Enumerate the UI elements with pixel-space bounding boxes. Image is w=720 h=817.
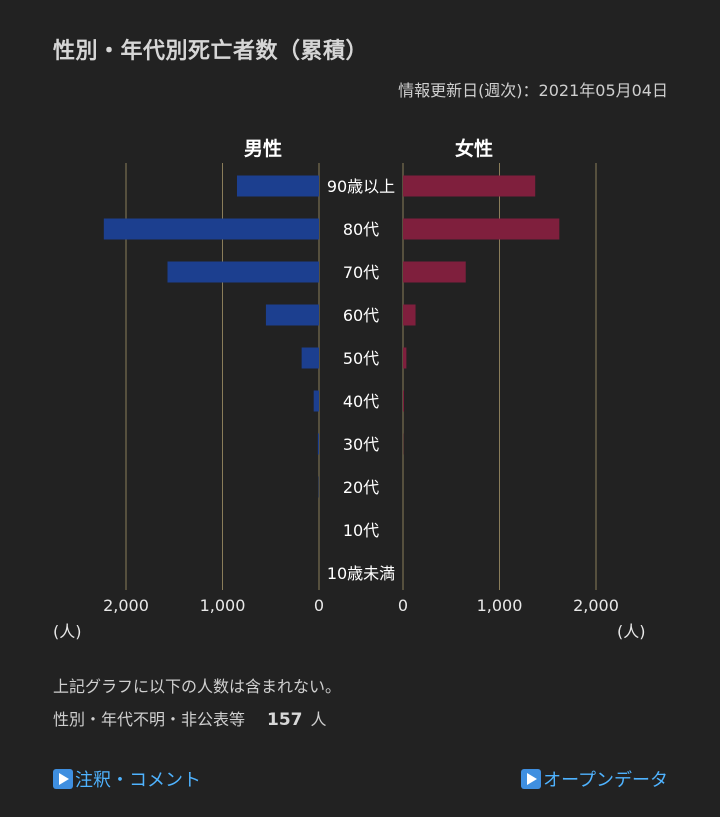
unit-label-left: (人): [53, 622, 82, 641]
play-icon: [521, 769, 542, 789]
open-data-link-label: オープンデータ: [543, 770, 668, 791]
bar-female: [403, 304, 416, 326]
bar-male: [313, 390, 319, 412]
category-label: 10代: [343, 521, 379, 540]
bar-female: [403, 261, 466, 283]
tick-label-left: 0: [314, 596, 324, 615]
bar-female: [403, 347, 407, 369]
bar-male: [265, 304, 319, 326]
tick-label-right: 1,000: [477, 596, 523, 615]
category-label: 80代: [343, 220, 379, 239]
play-icon: [53, 769, 73, 789]
notes-link-label: 注釈・コメント: [75, 770, 201, 791]
update-date: 情報更新日(週次)：2021年05月04日: [398, 81, 668, 100]
tick-label-left: 1,000: [200, 596, 246, 615]
bar-male: [301, 347, 319, 369]
bar-male: [167, 261, 319, 283]
bar-male: [103, 218, 320, 240]
unknown-label: 性別・年代不明・非公表等: [53, 710, 246, 729]
bar-male: [317, 433, 319, 455]
unit-label-right: (人): [617, 622, 646, 641]
category-label: 40代: [343, 392, 379, 411]
category-label: 20代: [343, 478, 379, 497]
category-label: 10歳未満: [327, 564, 395, 583]
bar-female: [403, 218, 560, 240]
category-label: 70代: [343, 263, 379, 282]
category-label: 30代: [343, 435, 379, 454]
unknown-count-row: 性別・年代不明・非公表等 157 人: [53, 706, 327, 730]
bar-female: [403, 175, 536, 197]
category-label: 60代: [343, 306, 379, 325]
page-title: 性別・年代別死亡者数（累積）: [53, 39, 369, 64]
tick-label-left: 2,000: [103, 596, 149, 615]
unknown-count: 157: [267, 710, 303, 730]
category-label: 90歳以上: [327, 177, 395, 196]
tick-label-right: 2,000: [573, 596, 619, 615]
series-header-male: 男性: [244, 137, 282, 160]
unknown-unit: 人: [310, 710, 327, 729]
notes-link[interactable]: 注釈・コメント: [53, 766, 201, 792]
category-label: 50代: [343, 349, 379, 368]
tick-label-right: 0: [398, 596, 408, 615]
series-header-female: 女性: [455, 137, 493, 160]
bar-female: [403, 390, 404, 412]
bar-male: [236, 175, 319, 197]
exclusion-note: 上記グラフに以下の人数は含まれない。: [53, 677, 342, 696]
open-data-link[interactable]: オープンデータ: [521, 766, 668, 792]
